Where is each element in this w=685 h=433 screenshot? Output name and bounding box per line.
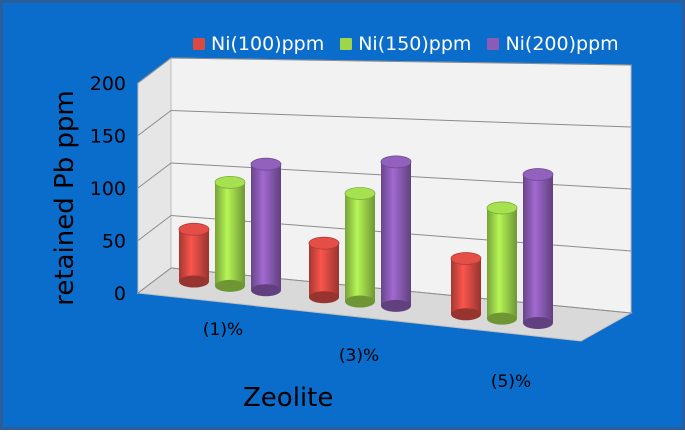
x-tick-label: (5)% — [491, 372, 531, 392]
bar — [380, 155, 412, 312]
bar — [178, 222, 210, 288]
gridline-side — [137, 215, 172, 241]
gridline-side — [137, 162, 172, 189]
gridline — [170, 110, 632, 128]
y-tick-label: 150 — [90, 126, 126, 148]
bar — [450, 252, 482, 321]
legend-item-ni100: Ni(100)ppm — [193, 33, 324, 55]
legend-swatch-ni150 — [340, 38, 353, 50]
bar — [214, 175, 246, 292]
legend-label-ni200: Ni(200)ppm — [505, 33, 619, 55]
x-tick-label: (3)% — [339, 346, 379, 366]
gridline — [170, 57, 632, 66]
gridline-side — [137, 110, 172, 136]
y-axis-title: retained Pb ppm — [50, 90, 80, 306]
gridline-side — [137, 267, 172, 294]
y-tick-label: 100 — [90, 178, 126, 200]
bar — [486, 201, 518, 325]
legend-swatch-ni100 — [193, 38, 205, 50]
bar — [522, 168, 554, 329]
y-tick-label: 0 — [114, 283, 126, 305]
chart-plot: 0 50 100 150 200 (1)% (3)% (5)% — [90, 56, 633, 392]
legend-label-ni100: Ni(100)ppm — [211, 33, 325, 55]
y-tick-label: 50 — [102, 231, 126, 253]
bar — [308, 236, 340, 304]
legend-label-ni150: Ni(150)ppm — [358, 33, 472, 55]
x-axis-title: Zeolite — [243, 383, 334, 413]
x-tick-label: (1)% — [203, 320, 243, 340]
chart-legend: Ni(100)ppm Ni(150)ppm Ni(200)ppm — [193, 33, 619, 55]
bar — [250, 157, 282, 297]
bar — [344, 187, 376, 308]
legend-item-ni150: Ni(150)ppm — [340, 33, 471, 55]
gridline-side — [137, 57, 172, 84]
legend-item-ni200: Ni(200)ppm — [487, 33, 619, 55]
legend-swatch-ni200 — [487, 38, 500, 50]
y-tick-label: 200 — [90, 73, 126, 95]
